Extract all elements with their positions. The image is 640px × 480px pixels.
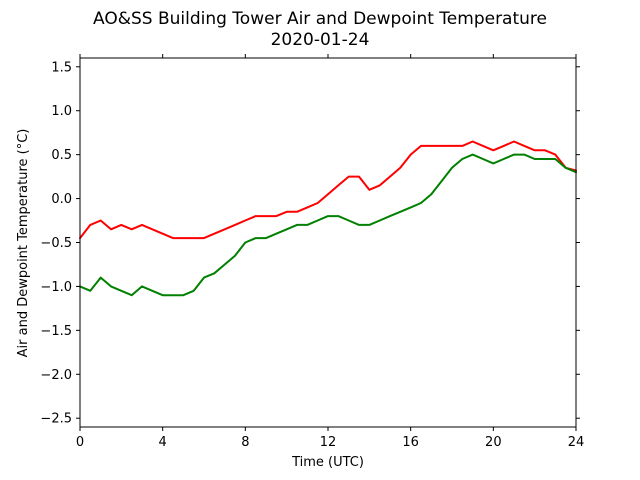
series-line-green	[79, 153, 577, 297]
y-tick-label: −0.5	[40, 236, 72, 251]
y-tick-label: 0.5	[51, 148, 72, 163]
x-tick-label: 16	[402, 435, 419, 450]
x-tick-label: 0	[76, 435, 84, 450]
chart-title: AO&SS Building Tower Air and Dewpoint Te…	[93, 9, 547, 29]
y-tick-label: −1.0	[40, 280, 72, 295]
series-line-red	[79, 140, 577, 240]
y-tick-label: −1.5	[40, 324, 72, 339]
x-tick-label: 4	[159, 435, 167, 450]
x-tick-label: 20	[485, 435, 502, 450]
x-tick-label: 8	[241, 435, 249, 450]
chart-subtitle: 2020-01-24	[271, 30, 370, 50]
y-tick-label: 0.0	[51, 192, 72, 207]
y-tick-label: −2.0	[40, 368, 72, 383]
y-tick-label: 1.0	[51, 104, 72, 119]
y-axis-label: Air and Dewpoint Temperature (°C)	[16, 129, 31, 358]
y-tick-label: −2.5	[40, 412, 72, 427]
x-tick-label: 12	[320, 435, 337, 450]
y-tick-label: 1.5	[51, 60, 72, 75]
series-layer	[79, 140, 577, 297]
x-axis-ticks: 0 4 8 12 16 20 24	[76, 54, 584, 450]
y-axis-ticks: −2.5 −2.0 −1.5 −1.0 −0.5 0.0 0.5 1.0 1.5	[40, 60, 580, 427]
x-axis-label: Time (UTC)	[291, 455, 364, 470]
plot-background	[80, 58, 576, 427]
plot-frame	[79, 57, 577, 428]
x-tick-label: 24	[568, 435, 585, 450]
plot-area: 0 4 8 12 16 20 24 −2.5 −2.0 −1.5 −1.0 −0.5 0.0 0.5 1.…	[40, 54, 584, 450]
